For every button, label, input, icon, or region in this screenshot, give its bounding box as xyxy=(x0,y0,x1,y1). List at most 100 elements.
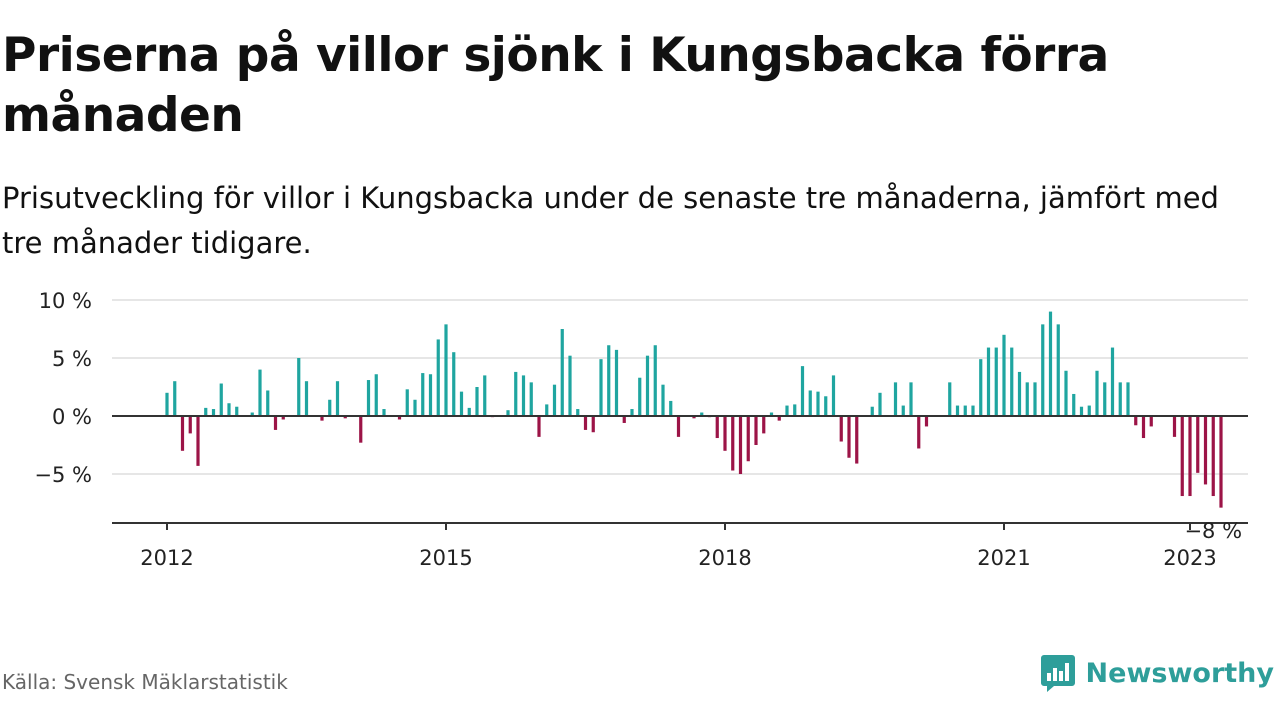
bar xyxy=(723,416,727,451)
bar xyxy=(374,374,378,416)
bar xyxy=(622,416,626,423)
bar xyxy=(1048,311,1053,416)
last-value-label: −8 % xyxy=(1184,519,1242,543)
bar xyxy=(1002,334,1006,416)
bar xyxy=(1203,416,1208,485)
chart-subtitle: Prisutveckling för villor i Kungsbacka u… xyxy=(2,181,1219,260)
bar xyxy=(924,416,929,427)
bar xyxy=(397,416,402,420)
bar xyxy=(808,390,812,416)
bar xyxy=(746,416,750,462)
bar xyxy=(692,416,696,419)
bar xyxy=(715,416,719,439)
bar xyxy=(165,392,169,416)
bar xyxy=(560,329,564,416)
x-tick-label: 2015 xyxy=(419,546,472,570)
bar xyxy=(467,407,471,416)
bar xyxy=(537,416,541,437)
bars xyxy=(165,311,1223,508)
bar xyxy=(591,416,595,433)
bar xyxy=(901,405,905,416)
bar xyxy=(405,389,409,416)
bar xyxy=(979,359,983,416)
bar xyxy=(963,405,967,416)
bar xyxy=(769,412,774,416)
bar xyxy=(1141,416,1146,439)
bar xyxy=(576,409,580,416)
bar xyxy=(816,391,820,416)
bar xyxy=(173,381,177,416)
brand-logo: Newsworthy xyxy=(1040,652,1274,694)
bar xyxy=(444,324,448,416)
bar xyxy=(909,382,913,416)
bar xyxy=(762,416,766,434)
bar xyxy=(1134,416,1138,426)
x-tick-label: 2018 xyxy=(698,546,751,570)
bar xyxy=(320,416,324,421)
bar xyxy=(475,387,479,416)
bar xyxy=(366,380,371,416)
bar xyxy=(1149,416,1153,427)
grid-lines xyxy=(112,299,1248,475)
bar xyxy=(785,405,789,416)
bar xyxy=(428,374,433,416)
bar xyxy=(266,390,270,416)
bar xyxy=(870,406,874,416)
y-tick-label: −5 % xyxy=(34,463,92,487)
bar xyxy=(1103,382,1107,416)
bar xyxy=(917,416,921,449)
bar xyxy=(700,412,704,416)
bar xyxy=(1025,382,1029,416)
bar xyxy=(800,366,805,416)
bar xyxy=(219,383,223,416)
bar xyxy=(638,377,642,416)
bar xyxy=(382,409,386,416)
bar xyxy=(281,416,285,420)
bar xyxy=(893,382,898,416)
bar xyxy=(676,416,681,437)
bar xyxy=(1180,416,1184,497)
bar xyxy=(227,403,231,416)
bar xyxy=(258,369,262,416)
brand-name: Newsworthy xyxy=(1085,657,1274,689)
bar xyxy=(777,416,781,421)
bar xyxy=(738,416,743,474)
bar xyxy=(568,355,572,416)
bar xyxy=(1126,382,1130,416)
bar xyxy=(1072,393,1076,416)
bar xyxy=(599,359,603,416)
bar xyxy=(1196,416,1200,473)
bar xyxy=(483,375,487,416)
bar xyxy=(1041,324,1045,416)
x-tick-label: 2012 xyxy=(140,546,193,570)
bar xyxy=(273,416,278,430)
y-tick-label: 0 % xyxy=(52,405,92,429)
bar xyxy=(793,404,797,416)
bar xyxy=(521,375,526,416)
x-tick-label: 2023 xyxy=(1163,546,1216,570)
bar xyxy=(1033,382,1037,416)
bar xyxy=(459,391,464,416)
y-tick-label: 5 % xyxy=(52,347,92,371)
bar xyxy=(506,410,510,416)
bar xyxy=(545,404,549,416)
bar xyxy=(343,416,347,419)
bar xyxy=(630,409,634,416)
bar xyxy=(1017,371,1022,416)
bar xyxy=(614,349,619,416)
bar xyxy=(994,347,998,416)
bar xyxy=(955,405,960,416)
bar xyxy=(1219,416,1223,508)
bar xyxy=(661,384,665,416)
bar xyxy=(1095,370,1099,416)
bar xyxy=(196,416,200,466)
chart-title: Priserna på villor sjönk i Kungsbacka fö… xyxy=(2,28,1109,143)
newsworthy-logo-icon xyxy=(1040,655,1075,692)
y-tick-label: 10 % xyxy=(39,289,92,313)
bar xyxy=(235,406,239,416)
bar xyxy=(359,416,363,443)
bar xyxy=(986,347,991,416)
bar xyxy=(1010,347,1014,416)
bar xyxy=(304,381,309,416)
bar xyxy=(1079,406,1084,416)
